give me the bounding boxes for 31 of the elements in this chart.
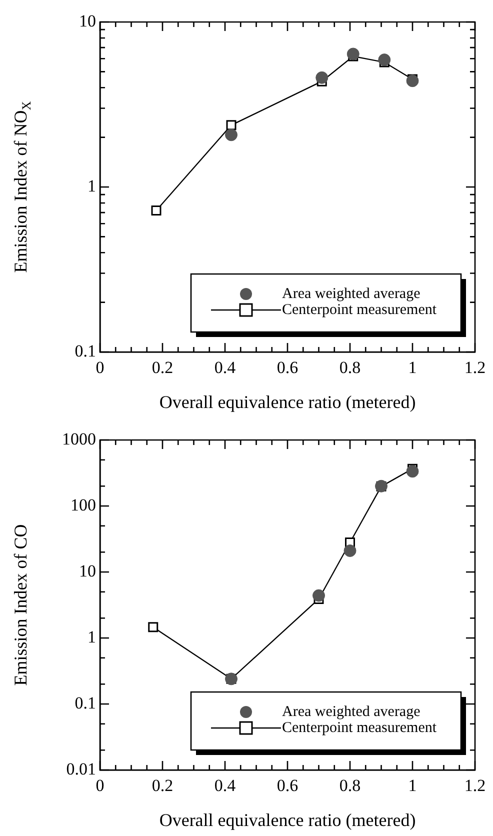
x-tick-label: 0.2 (152, 358, 174, 377)
y-tick-label: 0.1 (74, 341, 96, 360)
y-tick-label: 100 (70, 495, 96, 514)
x-tick-label: 0 (96, 358, 104, 377)
x-axis-title: Overall equivalence ratio (metered) (159, 810, 416, 830)
x-axis-title: Overall equivalence ratio (metered) (159, 392, 416, 412)
x-tick-label: 0.8 (339, 358, 361, 377)
x-tick-label: 0.2 (152, 776, 174, 795)
legend-label: Area weighted average (282, 286, 421, 302)
x-tick-label: 1.2 (464, 776, 486, 795)
y-axis-title: Emission Index of NOX (10, 101, 34, 273)
y-tick-label: 1 (88, 176, 96, 196)
y-tick-label: 0.01 (66, 759, 96, 778)
legend-label: Area weighted average (282, 704, 421, 720)
x-tick-label: 0 (96, 776, 104, 795)
y-axis-title: Emission Index of CO (10, 524, 31, 686)
x-tick-label: 1.2 (464, 358, 486, 377)
x-tick-label: 0.6 (276, 776, 298, 795)
y-tick-label: 10 (79, 561, 96, 580)
y-tick-label: 1 (88, 627, 96, 646)
x-tick-label: 1 (408, 776, 417, 795)
y-tick-label: 1000 (62, 429, 96, 448)
x-tick-label: 0.6 (276, 358, 298, 377)
x-tick-label: 0.8 (339, 776, 361, 795)
x-tick-label: 0.4 (214, 776, 236, 795)
y-tick-label: 10 (79, 11, 96, 30)
legend-label: Centerpoint measurement (282, 720, 438, 736)
legend-label: Centerpoint measurement (282, 302, 438, 318)
x-tick-label: 0.4 (214, 358, 236, 377)
x-tick-label: 1 (408, 358, 417, 377)
y-tick-label: 0.1 (74, 693, 96, 712)
